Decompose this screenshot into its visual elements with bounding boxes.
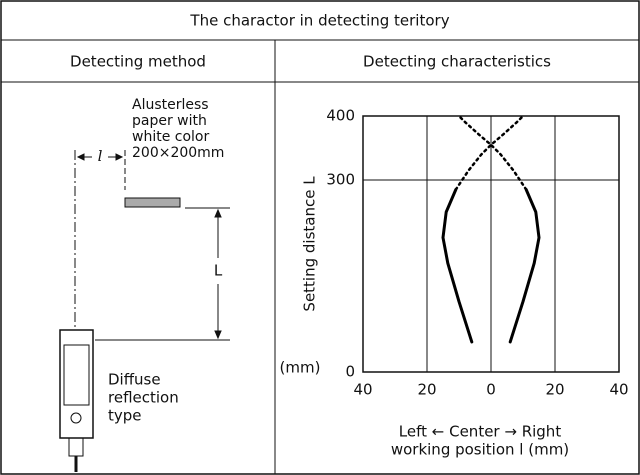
title: The charactor in detecting teritory [189, 12, 449, 30]
curve [441, 188, 474, 344]
sensor-text: type [108, 407, 142, 425]
x-tick-label: 20 [545, 381, 564, 399]
diagram [59, 150, 230, 472]
note: paper with [132, 113, 207, 129]
arrowheads [214, 208, 222, 340]
sensor-neck [68, 437, 84, 457]
x-axis-label: Left ← Center → Right [399, 423, 562, 441]
y-tick-label: 300 [326, 171, 355, 189]
column-header: Detecting characteristics [363, 53, 551, 71]
distance-label: L [214, 262, 223, 280]
x-tick-label: 40 [353, 381, 372, 399]
curve [508, 188, 541, 344]
paper [124, 197, 181, 208]
width-label: l [98, 147, 103, 165]
y-tick-label: 400 [326, 107, 355, 125]
sensor-led [70, 412, 82, 424]
note: 200×200mm [132, 145, 224, 161]
y-axis-label: Setting distance L [301, 176, 319, 312]
sensor-text: Diffuse [108, 371, 161, 389]
y-tick-label: 0 [345, 363, 355, 381]
arrowheads [76, 153, 124, 161]
sensor-text: reflection [108, 389, 179, 407]
column-header: Detecting method [70, 53, 206, 71]
sensor-face [63, 344, 90, 406]
x-tick-label: 20 [417, 381, 436, 399]
x-tick-label: 40 [609, 381, 628, 399]
curve [454, 114, 525, 191]
x-tick-label: 0 [486, 381, 496, 399]
curve [457, 114, 528, 191]
x-axis-label: working position l (mm) [391, 441, 569, 459]
note: white color [132, 129, 209, 145]
note: Alusterless [132, 97, 209, 113]
y-axis-unit: (mm) [280, 359, 321, 377]
sensor [59, 329, 94, 439]
